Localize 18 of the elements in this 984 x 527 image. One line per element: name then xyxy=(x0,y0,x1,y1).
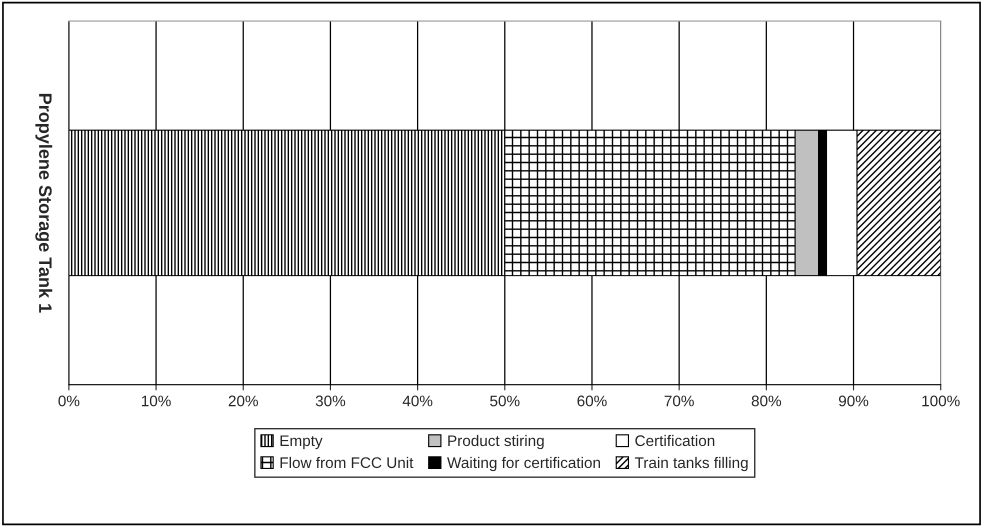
legend-label: Empty xyxy=(280,435,323,450)
legend-label: Certification xyxy=(635,434,714,446)
x-tick-label: 10% xyxy=(142,396,171,406)
legend-label: Waiting for certification xyxy=(447,456,600,472)
x-tick-label: 0% xyxy=(58,396,80,406)
x-tick-label: 30% xyxy=(316,396,346,406)
x-tick-label: 60% xyxy=(577,396,607,406)
x-tick-label: 70% xyxy=(664,396,694,406)
legend-label: Product stiring xyxy=(448,434,544,450)
legend-label: Flow from FCC Unit xyxy=(280,456,414,468)
legend-label: Train tanks filling xyxy=(634,456,748,472)
x-tick-label: 90% xyxy=(838,396,868,406)
x-tick-label: 50% xyxy=(490,396,520,406)
x-tick-label: 40% xyxy=(402,396,432,406)
x-tick-label: 80% xyxy=(752,396,782,406)
x-tick-label: 100% xyxy=(922,396,960,406)
x-tick-label: 20% xyxy=(228,396,258,406)
y-tick-label: Propylene Storage Tank 1 xyxy=(35,94,52,313)
